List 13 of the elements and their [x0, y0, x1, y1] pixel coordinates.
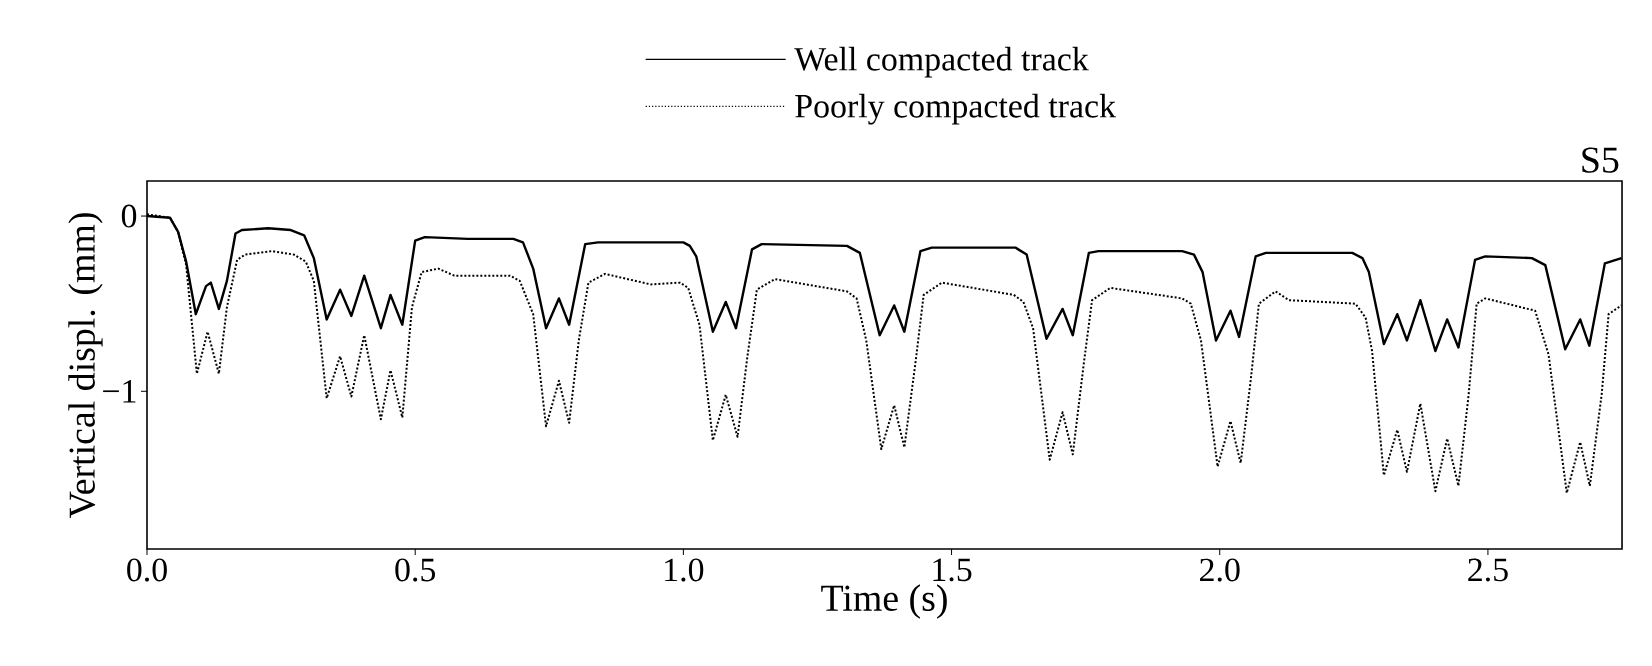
legend-label: Well compacted track — [794, 46, 1089, 78]
x-tick-label: 0.5 — [395, 558, 436, 582]
legend-label: Poorly compacted track — [795, 93, 1116, 125]
x-tick-label: 2.0 — [1200, 558, 1240, 582]
x-tick-label: 1.0 — [665, 558, 704, 582]
x-tick-label: 0.0 — [127, 558, 167, 582]
x-tick-label: 2.5 — [1468, 558, 1508, 582]
chart-title: S5 — [1582, 147, 1619, 173]
y-tick-label: 0 — [121, 204, 137, 228]
x-axis-title: Time (s) — [821, 584, 947, 619]
y-axis-title: Vertical displ. (mm) — [68, 213, 103, 519]
x-tick-label: 1.5 — [933, 558, 972, 582]
y-tick-label: −1 — [103, 380, 136, 403]
